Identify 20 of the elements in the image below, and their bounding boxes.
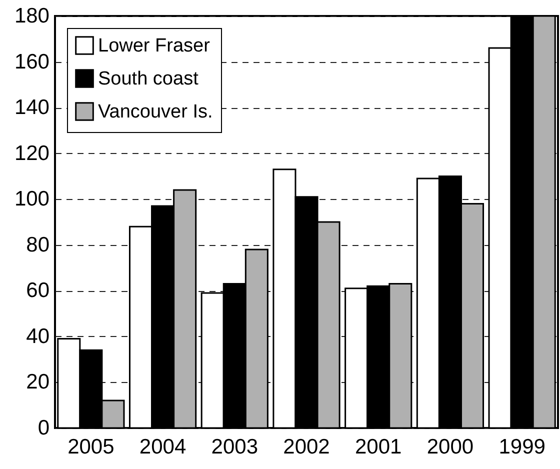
x-tick-label: 1999 xyxy=(498,436,546,458)
y-tick-label: 160 xyxy=(14,50,50,74)
legend-label: Vancouver Is. xyxy=(98,102,213,122)
legend-label: Lower Fraser xyxy=(98,36,211,56)
x-tick-label: 2003 xyxy=(211,436,258,458)
y-tick-label: 180 xyxy=(14,4,50,28)
x-tick-label: 2002 xyxy=(283,436,330,458)
y-tick-label: 40 xyxy=(26,324,50,348)
y-tick-label: 60 xyxy=(26,279,50,302)
x-tick-label: 2001 xyxy=(355,436,402,458)
y-tick-label: 120 xyxy=(14,142,50,165)
y-tick-label: 20 xyxy=(26,370,50,394)
y-tick-label: 0 xyxy=(38,416,50,440)
x-tick-label: 2000 xyxy=(426,436,474,458)
legend-label: South coast xyxy=(98,68,200,90)
x-tick-label: 2004 xyxy=(139,436,186,458)
x-tick-label: 2005 xyxy=(68,436,114,458)
y-tick-label: 80 xyxy=(26,233,50,256)
y-tick-label: 140 xyxy=(14,96,50,120)
y-tick-label: 100 xyxy=(14,188,50,211)
